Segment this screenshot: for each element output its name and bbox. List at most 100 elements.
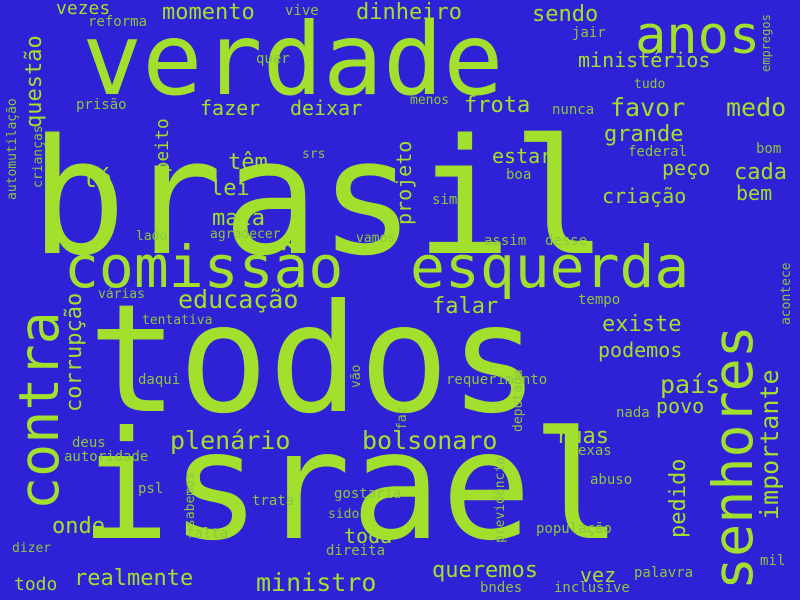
word-estar: estar	[492, 144, 553, 168]
word-podemos: podemos	[598, 338, 683, 362]
word-senhores: senhores	[701, 325, 765, 590]
word-todo: todo	[14, 574, 58, 595]
word-lei: lei	[210, 176, 250, 201]
word-prisao: prisão	[76, 97, 127, 113]
word-faz: faz	[395, 406, 410, 430]
word-deixar: deixar	[290, 96, 363, 120]
word-mata: mata	[212, 206, 265, 231]
word-bom: bom	[756, 141, 782, 157]
word-brasil: brasil	[30, 104, 608, 291]
word-pais: país	[660, 370, 721, 399]
word-falar: falar	[432, 294, 499, 319]
word-grande: grande	[604, 122, 684, 147]
word-realmente: realmente	[74, 566, 194, 591]
word-mil: mil	[760, 553, 786, 569]
word-onde: onde	[52, 514, 105, 539]
word-acontece: acontece	[779, 262, 794, 325]
word-dizer: dizer	[12, 541, 52, 556]
word-queremos: queremos	[432, 558, 538, 583]
word-respeito: respeito	[152, 118, 173, 205]
word-importante: importante	[755, 369, 784, 520]
word-federal: federal	[628, 144, 688, 160]
word-bem: bem	[736, 181, 773, 205]
word-corrupcao: corrupção	[62, 292, 87, 412]
word-sabemos: sabemos	[183, 472, 198, 527]
word-vamos: vamos	[356, 231, 396, 246]
word-menos: menos	[410, 93, 450, 108]
word-automutilacao: automutilação	[5, 98, 20, 200]
word-vezes: vezes	[56, 0, 111, 19]
word-vive: vive	[285, 3, 319, 19]
word-sendo: sendo	[532, 2, 599, 27]
word-boa: boa	[506, 167, 532, 183]
word-comissao: comissão	[64, 233, 344, 301]
word-frota: frota	[464, 93, 531, 118]
word-srs: srs	[302, 147, 326, 162]
word-nunca: nunca	[552, 102, 595, 118]
word-favor: favor	[610, 93, 686, 122]
word-direita: direita	[326, 543, 386, 559]
word-tempo: tempo	[578, 292, 621, 308]
word-plenario: plenário	[170, 426, 291, 455]
word-contra: contra	[7, 311, 71, 510]
word-todos: todos	[88, 273, 540, 447]
word-sido: sido	[328, 507, 360, 522]
word-varias: várias	[98, 287, 145, 302]
word-deus: deus	[72, 435, 106, 451]
word-sim: sim	[432, 192, 458, 208]
word-deputada: deputada	[511, 369, 526, 432]
word-autoridade: autoridade	[64, 449, 149, 465]
word-anos: anos	[635, 6, 761, 66]
word-falta: falta	[186, 526, 229, 542]
word-agradecer: agradecer	[210, 227, 281, 242]
word-gostaria: gostaria	[334, 486, 402, 502]
word-existe: existe	[602, 312, 682, 337]
word-peco: peço	[662, 156, 711, 180]
word-exas: exas	[578, 443, 612, 459]
word-questao: questão	[22, 35, 47, 128]
word-daqui: daqui	[138, 372, 181, 388]
word-bolsonaro: bolsonaro	[362, 426, 498, 455]
word-quer: quer	[256, 51, 290, 67]
word-assim: assim	[484, 233, 527, 249]
word-fazer: fazer	[200, 96, 261, 120]
word-vao: vão	[349, 364, 364, 388]
word-populacao: população	[536, 521, 612, 537]
word-requerimento: requerimento	[446, 372, 548, 388]
word-educacao: educação	[178, 285, 299, 314]
word-toda: toda	[344, 524, 393, 548]
word-psl: psl	[138, 481, 164, 497]
word-criancas: crianças	[31, 125, 46, 188]
word-vez: vez	[580, 563, 617, 587]
word-desse: desse	[545, 233, 588, 249]
word-ruas: ruas	[556, 424, 609, 449]
word-cada: cada	[734, 160, 787, 185]
word-tem: têm	[228, 150, 268, 175]
word-dinheiro: dinheiro	[356, 0, 462, 25]
word-lado: lado	[136, 229, 168, 244]
word-verdade: verdade	[82, 1, 504, 118]
word-bndes: bndes	[480, 580, 523, 596]
word-tudo: tudo	[634, 77, 666, 92]
word-medo: medo	[726, 93, 787, 122]
word-esquerda: esquerda	[410, 233, 690, 301]
word-la: lá	[82, 164, 113, 193]
word-criacao: criação	[602, 184, 687, 208]
word-ministerios: ministérios	[578, 48, 711, 72]
word-palavra: palavra	[634, 565, 694, 581]
word-trata: trata	[252, 493, 295, 509]
word-momento: momento	[162, 0, 255, 25]
word-projeto: projeto	[392, 140, 416, 225]
word-israel: israel	[80, 400, 622, 574]
word-previdencia: previdência	[493, 456, 508, 543]
word-ministro: ministro	[256, 568, 377, 597]
word-jair: jair	[572, 25, 606, 41]
word-tentativa: tentativa	[142, 313, 213, 328]
word-pedido: pedido	[666, 458, 691, 538]
word-empregos: empregos	[759, 14, 773, 72]
word-abuso: abuso	[590, 472, 633, 488]
word-reforma: reforma	[88, 14, 148, 30]
word-inclusive: inclusive	[554, 580, 630, 596]
word-povo: povo	[656, 394, 705, 418]
